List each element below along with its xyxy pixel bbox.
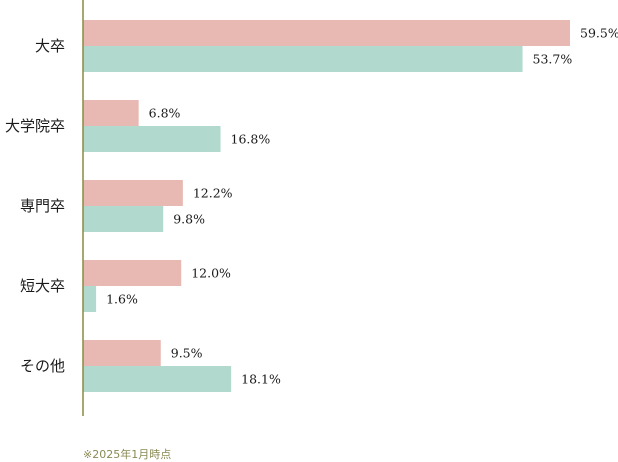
bar-pink-3 xyxy=(83,260,182,286)
bar-green-2 xyxy=(83,206,164,232)
value-label-0-1: 6.8% xyxy=(149,106,181,121)
value-label-1-3: 1.6% xyxy=(106,292,138,307)
bar-green-1 xyxy=(83,126,221,152)
value-label-0-2: 12.2% xyxy=(193,186,233,201)
bar-green-3 xyxy=(83,286,97,312)
value-label-1-1: 16.8% xyxy=(231,132,271,147)
bar-pink-4 xyxy=(83,340,161,366)
bar-pink-2 xyxy=(83,180,183,206)
category-label-2: 専門卒 xyxy=(20,197,65,215)
value-label-1-4: 18.1% xyxy=(241,372,281,387)
value-label-0-3: 12.0% xyxy=(191,266,231,281)
bar-pink-1 xyxy=(83,100,139,126)
bar-pink-0 xyxy=(83,20,570,46)
category-label-4: その他 xyxy=(20,357,65,375)
category-label-1: 大学院卒 xyxy=(5,117,65,135)
bar-green-4 xyxy=(83,366,232,392)
value-label-1-0: 53.7% xyxy=(533,52,573,67)
category-label-0: 大卒 xyxy=(35,37,65,55)
value-label-1-2: 9.8% xyxy=(173,212,205,227)
value-label-0-0: 59.5% xyxy=(580,26,618,41)
category-label-3: 短大卒 xyxy=(20,277,65,295)
footnote: ※2025年1月時点 xyxy=(83,448,172,461)
value-label-0-4: 9.5% xyxy=(171,346,203,361)
bar-green-0 xyxy=(83,46,523,72)
